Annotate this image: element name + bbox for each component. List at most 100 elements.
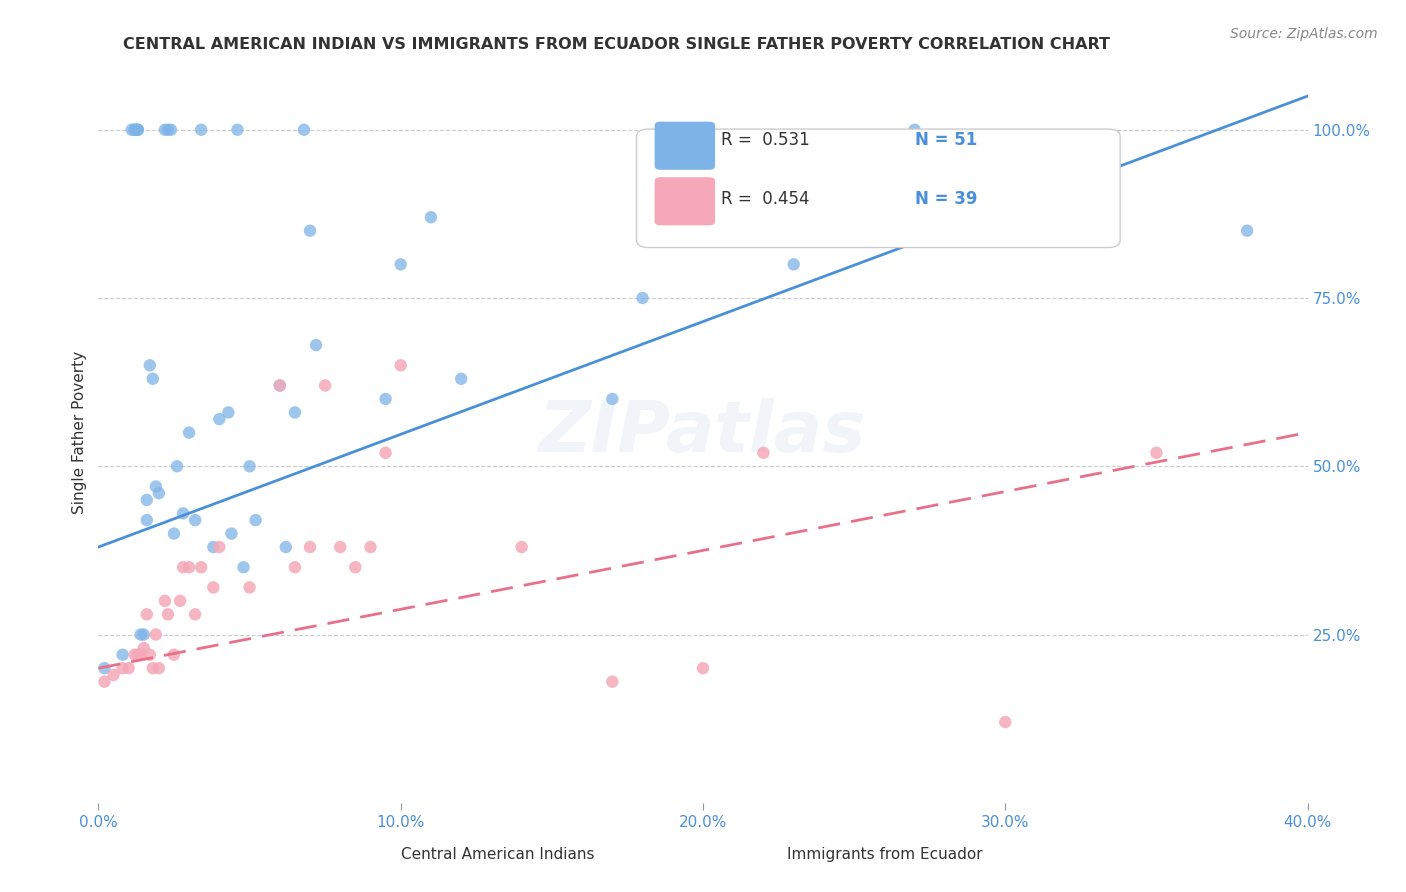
FancyBboxPatch shape — [655, 121, 716, 169]
Point — [269, 378, 291, 392]
Point — [274, 540, 297, 554]
Point — [135, 492, 157, 507]
Point — [169, 594, 191, 608]
Text: Central American Indians: Central American Indians — [401, 847, 595, 863]
Point — [284, 405, 307, 419]
Text: R =  0.531: R = 0.531 — [721, 131, 810, 149]
Point — [239, 581, 262, 595]
Point — [299, 540, 322, 554]
Point — [111, 648, 134, 662]
FancyBboxPatch shape — [769, 840, 830, 870]
Point — [124, 122, 146, 136]
Point — [132, 627, 155, 641]
Point — [510, 540, 533, 554]
Point — [389, 257, 412, 271]
Point — [1054, 190, 1077, 204]
Point — [121, 122, 143, 136]
Point — [374, 392, 396, 406]
Point — [934, 224, 956, 238]
Point — [132, 640, 155, 655]
Point — [202, 540, 225, 554]
Point — [420, 211, 443, 225]
Point — [153, 594, 176, 608]
Point — [752, 446, 775, 460]
Point — [344, 560, 367, 574]
FancyBboxPatch shape — [637, 129, 1121, 247]
Y-axis label: Single Father Poverty: Single Father Poverty — [72, 351, 87, 514]
Point — [103, 668, 125, 682]
Point — [360, 540, 382, 554]
Point — [129, 648, 152, 662]
Point — [1144, 446, 1167, 460]
Point — [329, 540, 352, 554]
Point — [156, 122, 179, 136]
FancyBboxPatch shape — [382, 840, 443, 870]
Point — [135, 607, 157, 622]
Point — [1236, 224, 1258, 238]
FancyBboxPatch shape — [655, 178, 716, 226]
Point — [127, 122, 149, 136]
Point — [305, 338, 328, 352]
Point — [172, 560, 194, 574]
Point — [124, 648, 146, 662]
Point — [208, 540, 231, 554]
Point — [208, 412, 231, 426]
Point — [904, 122, 927, 136]
Point — [148, 486, 170, 500]
Point — [145, 479, 167, 493]
Point — [139, 359, 162, 373]
Point — [202, 581, 225, 595]
Text: ZIPatlas: ZIPatlas — [540, 398, 866, 467]
Text: Immigrants from Ecuador: Immigrants from Ecuador — [786, 847, 983, 863]
Point — [118, 661, 141, 675]
Point — [93, 661, 115, 675]
Point — [142, 661, 165, 675]
Point — [284, 560, 307, 574]
Point — [217, 405, 239, 419]
Point — [135, 513, 157, 527]
Point — [389, 359, 412, 373]
Point — [127, 122, 149, 136]
Text: Source: ZipAtlas.com: Source: ZipAtlas.com — [1230, 27, 1378, 41]
Point — [374, 446, 396, 460]
Point — [111, 661, 134, 675]
Text: N = 39: N = 39 — [915, 190, 977, 209]
Text: CENTRAL AMERICAN INDIAN VS IMMIGRANTS FROM ECUADOR SINGLE FATHER POVERTY CORRELA: CENTRAL AMERICAN INDIAN VS IMMIGRANTS FR… — [122, 37, 1109, 52]
Point — [994, 714, 1017, 729]
Point — [124, 122, 146, 136]
Point — [179, 560, 201, 574]
Point — [163, 526, 186, 541]
Point — [127, 122, 149, 136]
Point — [602, 392, 624, 406]
Text: R =  0.454: R = 0.454 — [721, 190, 810, 209]
Point — [226, 122, 249, 136]
Point — [314, 378, 336, 392]
Point — [190, 122, 212, 136]
Point — [602, 674, 624, 689]
Point — [221, 526, 243, 541]
Point — [631, 291, 654, 305]
Point — [166, 459, 188, 474]
Point — [292, 122, 315, 136]
Point — [129, 627, 152, 641]
Point — [145, 627, 167, 641]
Point — [93, 674, 115, 689]
Point — [148, 661, 170, 675]
Point — [692, 122, 714, 136]
Point — [127, 648, 149, 662]
Point — [139, 648, 162, 662]
Point — [153, 122, 176, 136]
Point — [299, 224, 322, 238]
Point — [269, 378, 291, 392]
Point — [450, 372, 472, 386]
Point — [160, 122, 183, 136]
Point — [163, 648, 186, 662]
Point — [172, 507, 194, 521]
Point — [232, 560, 254, 574]
Point — [692, 661, 714, 675]
Point — [142, 372, 165, 386]
Point — [239, 459, 262, 474]
Point — [184, 513, 207, 527]
Point — [245, 513, 267, 527]
Point — [190, 560, 212, 574]
